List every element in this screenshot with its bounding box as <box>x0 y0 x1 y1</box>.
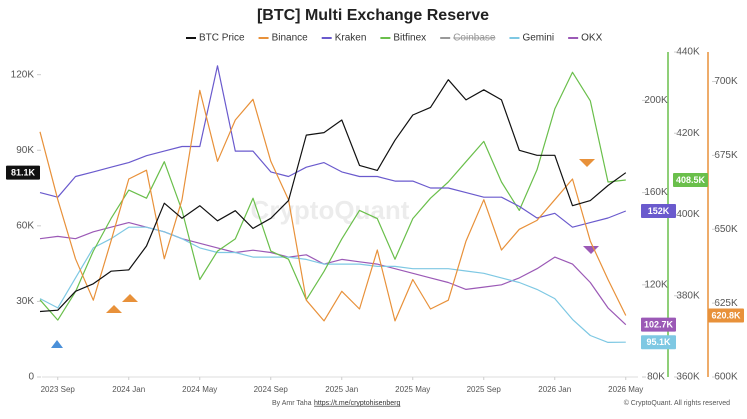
series-line <box>39 89 627 322</box>
series-line <box>39 71 626 321</box>
series-line <box>39 222 627 326</box>
x-tick-label: 2024 Sep <box>254 385 289 394</box>
end-label-box <box>673 172 708 187</box>
legend-label: Gemini <box>522 33 554 44</box>
legend-item: Coinbase <box>440 33 496 44</box>
legend-item: BTC Price <box>186 33 245 44</box>
series-line <box>39 65 627 228</box>
end-label: 620.8K <box>708 308 744 323</box>
marker <box>122 294 138 302</box>
legend-item: Gemini <box>509 33 554 44</box>
y-tick-label: 60K <box>16 220 34 231</box>
end-label-box <box>641 335 676 350</box>
y4-tick-label: 600K <box>714 372 738 383</box>
x-tick-label: 2023 Sep <box>41 385 76 394</box>
legend-label: OKX <box>581 33 602 44</box>
y4-tick-label: 650K <box>714 224 738 235</box>
end-label-box <box>708 308 744 323</box>
series-line <box>39 226 626 343</box>
legend-label: Binance <box>272 33 309 44</box>
footer-link[interactable]: https://t.me/cryptohisenberg <box>314 400 400 407</box>
marker <box>579 159 595 167</box>
x-tick-label: 2025 Jan <box>325 385 358 394</box>
end-label-box <box>641 317 676 332</box>
legend-item: OKX <box>568 33 603 44</box>
x-tick-label: 2024 May <box>182 385 217 394</box>
legend-item: Binance <box>258 33 309 44</box>
marker <box>583 246 599 254</box>
x-tick-label: 2024 Jan <box>112 385 145 394</box>
footer-copyright: © CryptoQuant. All rights reserved <box>624 399 730 407</box>
legend-label: Kraken <box>335 33 367 44</box>
x-tick-label: 2025 May <box>395 385 430 394</box>
end-label-text: 81.1K <box>11 168 36 178</box>
y3-tick-label: 360K <box>676 372 700 383</box>
footer-author: By Amr Taha <box>272 400 312 407</box>
marker <box>106 305 122 313</box>
x-tick-label: 2026 Jan <box>538 385 571 394</box>
y-tick-label: 30K <box>16 296 34 307</box>
x-tick-label: 2025 Sep <box>467 385 502 394</box>
end-label-text: 95.1K <box>646 337 671 347</box>
y3-tick-label: 420K <box>676 128 700 139</box>
end-label-text: 152K <box>648 206 670 216</box>
watermark: CryptoQuant <box>251 195 410 225</box>
legend-item: Kraken <box>321 33 367 44</box>
end-label-text: 102.7K <box>644 320 674 330</box>
marker <box>51 340 63 348</box>
end-label: 408.5K <box>673 172 708 187</box>
legend-item: Bitfinex <box>380 33 426 44</box>
y-tick-label: 0 <box>28 372 34 383</box>
y3-tick-label: 440K <box>676 47 700 58</box>
y4-tick-label: 700K <box>714 76 738 87</box>
y2-tick-label: 120K <box>644 279 668 290</box>
end-label-text: 620.8K <box>711 310 741 320</box>
end-label: 81.1K <box>6 165 40 180</box>
legend-label: BTC Price <box>199 33 245 44</box>
y-tick-label: 120K <box>11 69 35 80</box>
y3-tick-label: 380K <box>676 290 700 301</box>
end-label-box <box>641 204 676 219</box>
end-label: 152K <box>641 204 676 219</box>
y3-tick-label: 400K <box>676 209 700 220</box>
x-tick-label: 2026 May <box>608 385 643 394</box>
y2-tick-label: 80K <box>647 372 665 383</box>
y2-tick-label: 200K <box>644 95 668 106</box>
chart-title: [BTC] Multi Exchange Reserve <box>257 7 489 24</box>
end-label: 95.1K <box>641 335 676 350</box>
end-label-box <box>6 165 40 180</box>
legend-label: Bitfinex <box>393 33 426 44</box>
y4-tick-label: 625K <box>714 298 738 309</box>
y4-tick-label: 675K <box>714 150 738 161</box>
y2-tick-label: 160K <box>644 187 668 198</box>
series-line <box>39 79 627 313</box>
end-label-text: 408.5K <box>676 175 706 185</box>
y-tick-label: 90K <box>16 145 34 156</box>
legend-label: Coinbase <box>453 33 496 44</box>
end-label: 102.7K <box>641 317 676 332</box>
annotation-markers <box>51 159 599 348</box>
